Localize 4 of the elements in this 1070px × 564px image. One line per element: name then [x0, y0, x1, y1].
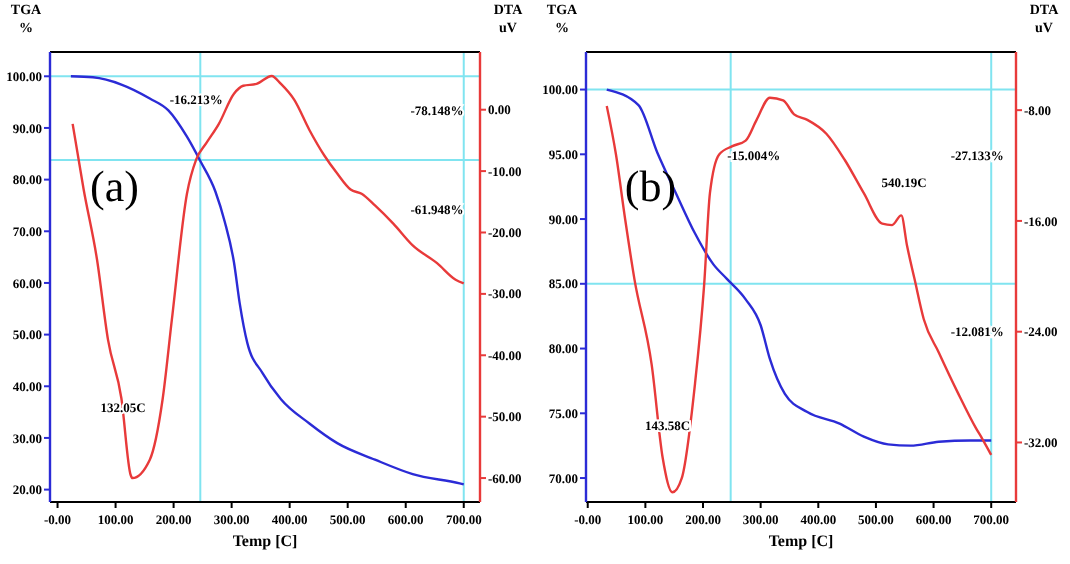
text: (b)	[624, 160, 677, 211]
x-axis-title: Temp [C]	[768, 532, 835, 550]
text: (a)	[90, 160, 139, 211]
x-axis-title: Temp [C]	[232, 532, 299, 550]
